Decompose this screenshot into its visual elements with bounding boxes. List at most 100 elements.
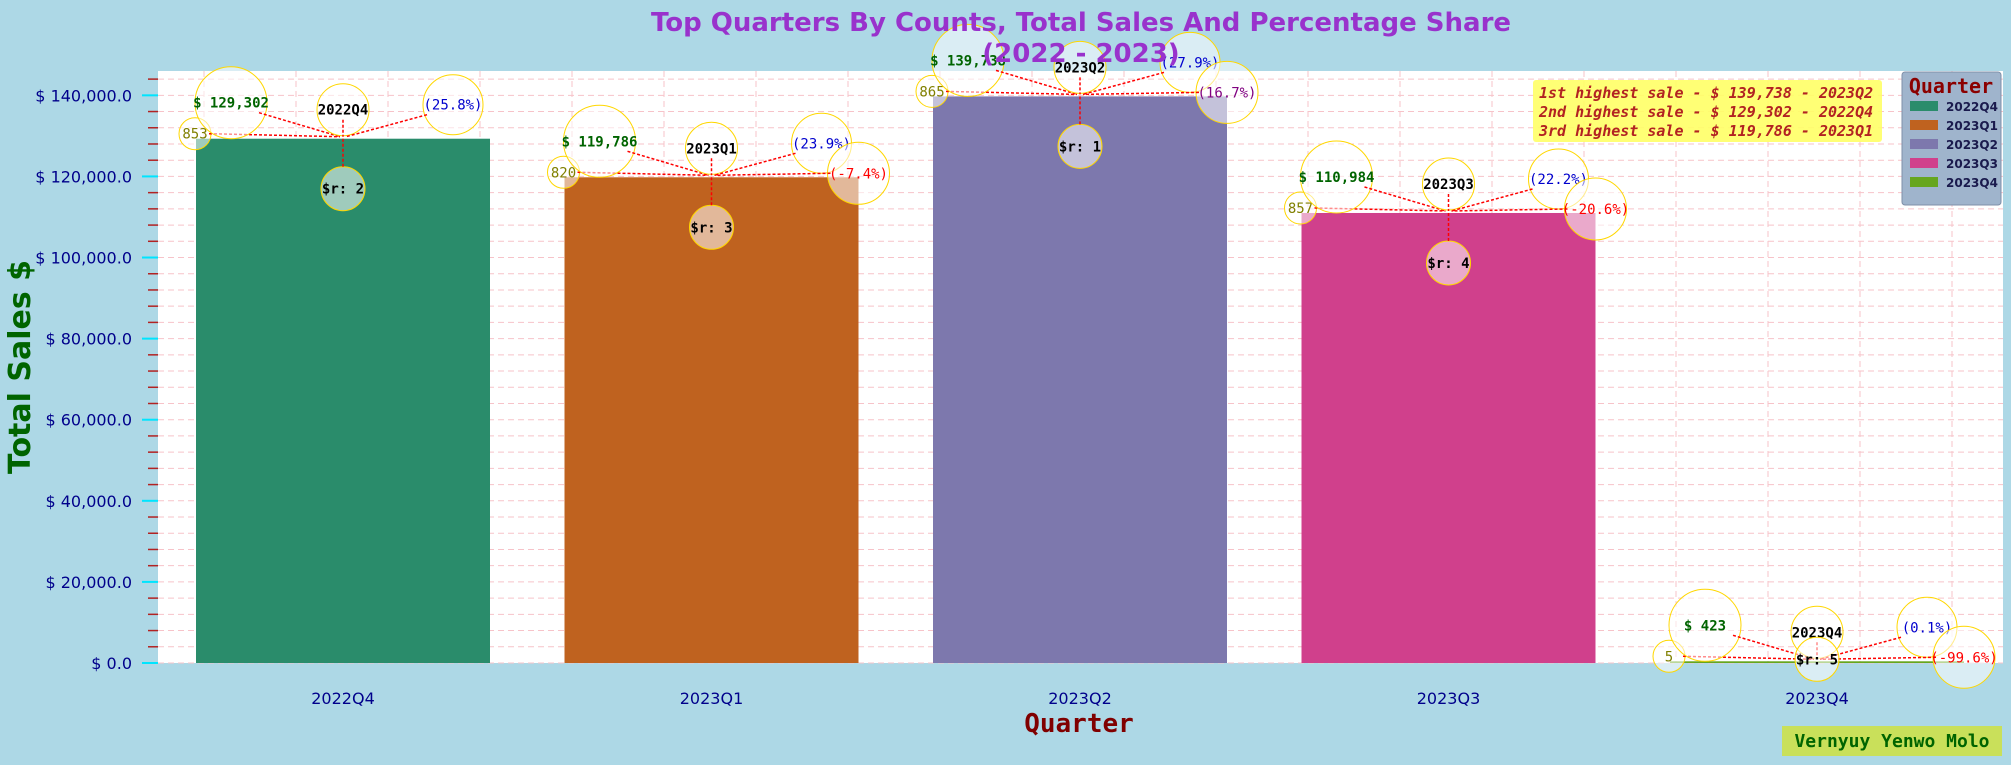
rank-label: $r: 4: [1427, 256, 1469, 272]
change-arrow: [714, 172, 831, 177]
x-tick-label-2023Q4: 2023Q4: [1785, 689, 1849, 708]
rank-label: $r: 3: [690, 220, 732, 236]
y-tick-label: $ 20,000.0: [45, 573, 132, 592]
bar-annotation-2023Q1: 820 $ 119,786 2023Q1 (23.9%) (-7.4%) $r: 3: [547, 104, 890, 250]
bar-annotation-2023Q2: 865 $ 139,738 2023Q2 (27.9%) (16.7%) $r: 1: [915, 23, 1259, 169]
quarter-label: 2023Q2: [1055, 60, 1106, 76]
y-tick-label: $ 140,000.0: [35, 86, 132, 105]
count-label: 857: [1288, 201, 1313, 217]
highlight-2: 2nd highest sale - $ 129,302 - 2022Q4: [1538, 103, 1873, 121]
x-axis-label: Quarter: [1024, 709, 1134, 739]
annotations: 853 $ 129,302 2022Q4 (25.8%) $r: 2 820 $ 119,7…: [178, 23, 1998, 689]
y-tick-label: $ 80,000.0: [45, 330, 132, 349]
bar-2023Q3: [1301, 212, 1596, 664]
sales-label: $ 139,738: [930, 53, 1006, 69]
sales-bubble: [194, 66, 268, 140]
share-label: (0.1%): [1902, 620, 1953, 636]
quarter-label: 2023Q1: [686, 141, 737, 157]
legend-swatch-2023Q1: [1910, 120, 1938, 130]
watermark-background: [1782, 726, 2002, 756]
x-tick-label-2022Q4: 2022Q4: [311, 689, 375, 708]
share-arrow: [714, 152, 796, 177]
y-tick-label: $ 60,000.0: [45, 411, 132, 430]
axes: $ 0.0 $ 20,000.0 $ 40,000.0 $ 60,000.0 $ 80,…: [35, 78, 1849, 708]
x-tick-label-2023Q1: 2023Q1: [680, 689, 744, 708]
count-label: 865: [919, 84, 944, 100]
y-tick-label: $ 40,000.0: [45, 492, 132, 511]
x-tick-label-2023Q3: 2023Q3: [1417, 689, 1481, 708]
highlights-background: [1533, 80, 1882, 142]
legend-label-2023Q3: 2023Q3: [1946, 157, 1998, 171]
legend-swatch-2022Q4: [1910, 101, 1938, 111]
bar-2023Q2: [933, 96, 1227, 664]
legend-label-2023Q2: 2023Q2: [1946, 138, 1998, 152]
share-label: (27.9%): [1160, 55, 1219, 71]
share-label: (23.9%): [792, 136, 851, 152]
legend-swatch-2023Q2: [1910, 139, 1938, 149]
sales-arrow: [1364, 186, 1446, 212]
sales-bubble: [1668, 588, 1742, 662]
change-label: (-7.4%): [829, 166, 888, 182]
x-tick-label-2023Q2: 2023Q2: [1048, 689, 1112, 708]
legend-label-2022Q4: 2022Q4: [1946, 100, 1998, 114]
bar-annotation-2023Q4: 5 $ 423 2023Q4 (0.1%) (-99.6%) $r: 5: [1652, 588, 1998, 689]
y-tick-label: $ 100,000.0: [35, 249, 132, 268]
sales-label: $ 423: [1684, 618, 1726, 634]
bars: [196, 96, 1964, 664]
quarter-label: 2023Q4: [1792, 625, 1843, 641]
rank-label: $r: 1: [1059, 139, 1101, 155]
change-arrow: [1082, 91, 1200, 96]
y-tick-label: $ 120,000.0: [35, 167, 132, 186]
legend: Quarter 2022Q4 2023Q1 2023Q2 2023Q3 2023Q4: [1901, 71, 2002, 206]
quarter-label: 2023Q3: [1423, 177, 1474, 193]
sales-label: $ 129,302: [193, 96, 269, 112]
sales-bubble: [931, 23, 1005, 97]
sales-bubble: [1300, 140, 1373, 214]
watermark: Vernyuy Yenwo Molo: [1782, 726, 2002, 756]
share-arrow: [1082, 71, 1165, 96]
sales-bubble: [563, 104, 636, 178]
quarter-label: 2022Q4: [318, 103, 369, 119]
chart-title-line2: (2022 - 2023): [982, 39, 1179, 69]
sales-label: $ 110,984: [1299, 170, 1375, 186]
change-label: (16.7%): [1197, 85, 1256, 101]
chart-title-line1: Top Quarters By Counts, Total Sales And …: [651, 8, 1511, 38]
highlights-box: 1st highest sale - $ 139,738 - 2023Q2 2n…: [1533, 80, 1882, 142]
y-tick-label: $ 0.0: [91, 654, 132, 673]
share-arrow: [1819, 636, 1902, 661]
highlight-3: 3rd highest sale - $ 119,786 - 2023Q1: [1538, 122, 1873, 140]
share-label: (22.2%): [1529, 172, 1588, 188]
count-label: 853: [182, 127, 207, 143]
legend-label-2023Q1: 2023Q1: [1946, 119, 1998, 133]
share-label: (25.8%): [423, 98, 482, 114]
watermark-text: Vernyuy Yenwo Molo: [1794, 731, 1989, 752]
share-arrow: [345, 113, 428, 138]
change-label: (-99.6%): [1930, 650, 1997, 666]
rank-bubble: [1794, 636, 1840, 682]
highlight-1: 1st highest sale - $ 139,738 - 2023Q2: [1539, 84, 1873, 102]
rank-bubble: [1057, 123, 1103, 169]
legend-swatch-2023Q3: [1910, 158, 1938, 168]
sales-arrow: [995, 69, 1078, 96]
share-arrow: [1451, 188, 1533, 212]
change-arrow: [1451, 208, 1568, 212]
bar-annotation-2023Q3: 857 $ 110,984 2023Q3 (22.2%) (-20.6%) $r: 4: [1284, 140, 1629, 286]
legend-title: Quarter: [1909, 74, 1993, 98]
legend-entries: 2022Q4 2023Q1 2023Q2 2023Q3 2023Q4: [1910, 100, 1998, 190]
sales-label: $ 119,786: [562, 134, 638, 150]
rank-label: $r: 2: [322, 182, 364, 198]
share-bubble: [422, 74, 484, 136]
bar-2023Q1: [564, 177, 859, 663]
count-label: 820: [551, 165, 576, 181]
count-label: 5: [1665, 649, 1673, 665]
legend-swatch-2023Q4: [1910, 177, 1938, 187]
change-label: (-20.6%): [1562, 202, 1629, 218]
bar-annotation-2022Q4: 853 $ 129,302 2022Q4 (25.8%) $r: 2: [178, 66, 484, 212]
sales-arrow: [258, 111, 341, 138]
sales-arrow: [627, 150, 709, 177]
rank-label: $r: 5: [1796, 652, 1838, 668]
rank-bubble: [1426, 240, 1471, 286]
legend-label-2023Q4: 2023Q4: [1946, 176, 1998, 190]
